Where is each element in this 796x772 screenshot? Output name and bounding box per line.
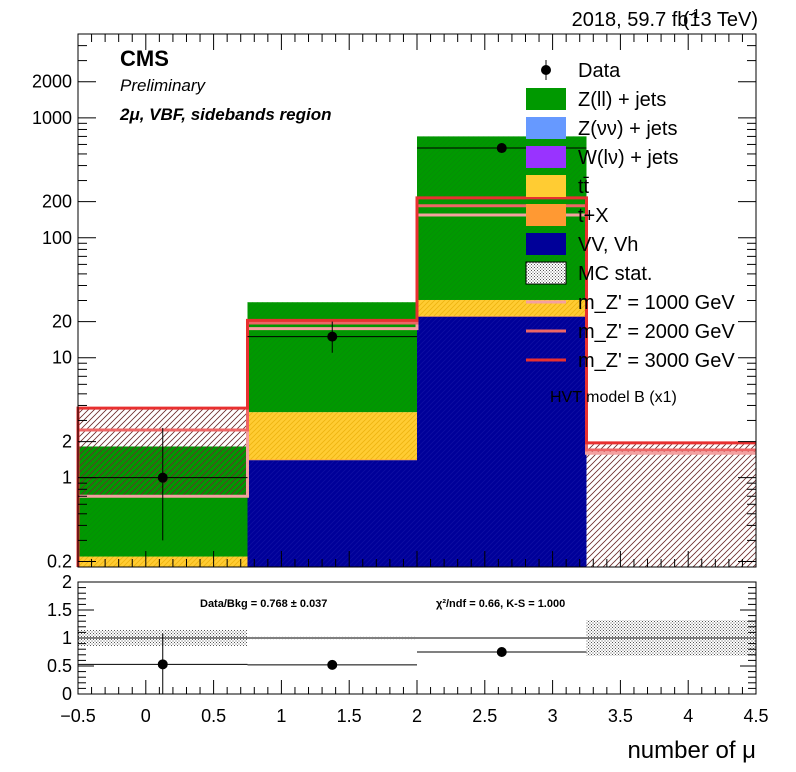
legend-swatch-6 bbox=[526, 233, 566, 255]
main-y-tick-label-3: 10 bbox=[52, 348, 72, 368]
ratio-y-ticks: 0 0.5 1 1.5 2 bbox=[47, 572, 756, 704]
ratio-x-tick-label-4: 1.5 bbox=[337, 706, 362, 726]
main-y-tick-label-2: 2 bbox=[62, 432, 72, 452]
ratio-y-tick-label-3: 1.5 bbox=[47, 600, 72, 620]
lumi-label: 2018, 59.7 fb-1 bbox=[572, 6, 700, 31]
stack-bar-hatch-0-1 bbox=[247, 460, 417, 567]
region-label: 2μ, VBF, sidebands region bbox=[119, 105, 331, 124]
legend-label-8: m_Z' = 1000 GeV bbox=[578, 292, 735, 314]
ratio-x-tick-label-5: 2 bbox=[412, 706, 422, 726]
ratio-x-tick-label-2: 0.5 bbox=[201, 706, 226, 726]
data-point-0 bbox=[157, 472, 168, 483]
legend-label-3: W(lν) + jets bbox=[578, 147, 679, 169]
cms-label: CMS bbox=[120, 46, 169, 71]
legend-swatch-3 bbox=[526, 146, 566, 168]
ratio-x-tick-label-7: 3 bbox=[548, 706, 558, 726]
legend-label-0: Data bbox=[578, 60, 621, 82]
legend-marker-0 bbox=[541, 65, 551, 75]
stack-bar-hatch-2-1 bbox=[247, 412, 417, 460]
data-points bbox=[78, 143, 587, 541]
ratio-y-tick-label-4: 2 bbox=[62, 572, 72, 592]
ratio-x-tick-label-9: 4 bbox=[683, 706, 693, 726]
legend-label-2: Z(νν) + jets bbox=[578, 118, 677, 140]
legend-label-5: t+X bbox=[578, 205, 609, 227]
stack-bar-hatch-2-0 bbox=[78, 556, 248, 567]
legend-label-1: Z(ll) + jets bbox=[578, 89, 666, 111]
chi2-annotation: χ²/ndf = 0.66, K-S = 1.000 bbox=[436, 598, 565, 610]
ratio-y-tick-label-0: 0 bbox=[62, 684, 72, 704]
data-point-1 bbox=[327, 331, 338, 342]
stack-bar-1-1 bbox=[247, 459, 417, 461]
legend-label-6: VV, Vh bbox=[578, 234, 638, 256]
legend-swatch-7 bbox=[525, 261, 567, 285]
legend-label-9: m_Z' = 2000 GeV bbox=[578, 321, 735, 343]
legend-label-4: tt̄ bbox=[578, 176, 590, 198]
legend-swatch-1 bbox=[526, 88, 566, 110]
ratio-y-tick-label-1: 0.5 bbox=[47, 656, 72, 676]
legend: Data Z(ll) + jets Z(νν) + jets W(lν) + jets… bbox=[525, 60, 735, 372]
legend-swatch-4 bbox=[526, 175, 566, 197]
data-point-2 bbox=[496, 143, 507, 154]
signal-histograms bbox=[76, 196, 756, 567]
x-axis-title: number of μ bbox=[627, 737, 756, 764]
legend-swatch-5 bbox=[526, 204, 566, 226]
stack-bar-hatch-0-2 bbox=[417, 316, 587, 567]
ratio-point-1 bbox=[327, 659, 338, 670]
preliminary-label: Preliminary bbox=[120, 76, 207, 95]
ratio-x-tick-label-3: 1 bbox=[276, 706, 286, 726]
stack-bar-hatch-2-2 bbox=[417, 299, 587, 316]
ratio-x-tick-label-6: 2.5 bbox=[472, 706, 497, 726]
legend-swatch-2 bbox=[526, 117, 566, 139]
ratio-plot: 00.511.52 −0.5 0 0.5 1 1.5 2 2.5 3 3.5 4 4.5 Data/… bbox=[47, 572, 769, 726]
main-y-tick-label-5: 100 bbox=[42, 228, 72, 248]
main-y-tick-label-8: 2000 bbox=[32, 72, 72, 92]
legend-label-7: MC stat. bbox=[578, 263, 652, 285]
stack-bar-1-2 bbox=[417, 315, 587, 317]
ratio-y-tick-label-2: 1 bbox=[62, 628, 72, 648]
ratio-point-2 bbox=[496, 647, 507, 657]
energy-label: (13 TeV) bbox=[683, 9, 758, 31]
main-y-tick-label-4: 20 bbox=[52, 312, 72, 332]
signal-line-2 bbox=[76, 196, 756, 567]
ratio-x-tick-label-10: 4.5 bbox=[743, 706, 768, 726]
main-y-tick-label-1: 1 bbox=[62, 468, 72, 488]
ratio-point-0 bbox=[157, 659, 168, 670]
ratio-x-tick-label-0: −0.5 bbox=[60, 706, 96, 726]
ratio-x-ticks: −0.5 0 0.5 1 1.5 2 2.5 3 3.5 4 4.5 bbox=[60, 680, 769, 726]
main-y-ticks: 0.2 1 2 10 20 100 200 1000 2000 bbox=[32, 33, 756, 572]
main-x-ticks bbox=[77, 34, 757, 567]
model-label: HVT model B (x1) bbox=[550, 389, 677, 406]
main-y-tick-label-6: 200 bbox=[42, 192, 72, 212]
mc-stat-hatch-3 bbox=[586, 444, 756, 567]
ratio-points bbox=[78, 633, 587, 694]
ratio-x-tick-label-1: 0 bbox=[141, 706, 151, 726]
legend-label-10: m_Z' = 3000 GeV bbox=[578, 350, 735, 372]
main-y-tick-label-0: 0.2 bbox=[47, 552, 72, 572]
ratio-x-tick-label-8: 3.5 bbox=[608, 706, 633, 726]
main-y-tick-label-7: 1000 bbox=[32, 108, 72, 128]
ratio-annotation: Data/Bkg = 0.768 ± 0.037 bbox=[200, 598, 327, 610]
stack-bar-hatch-5-1 bbox=[247, 302, 417, 413]
